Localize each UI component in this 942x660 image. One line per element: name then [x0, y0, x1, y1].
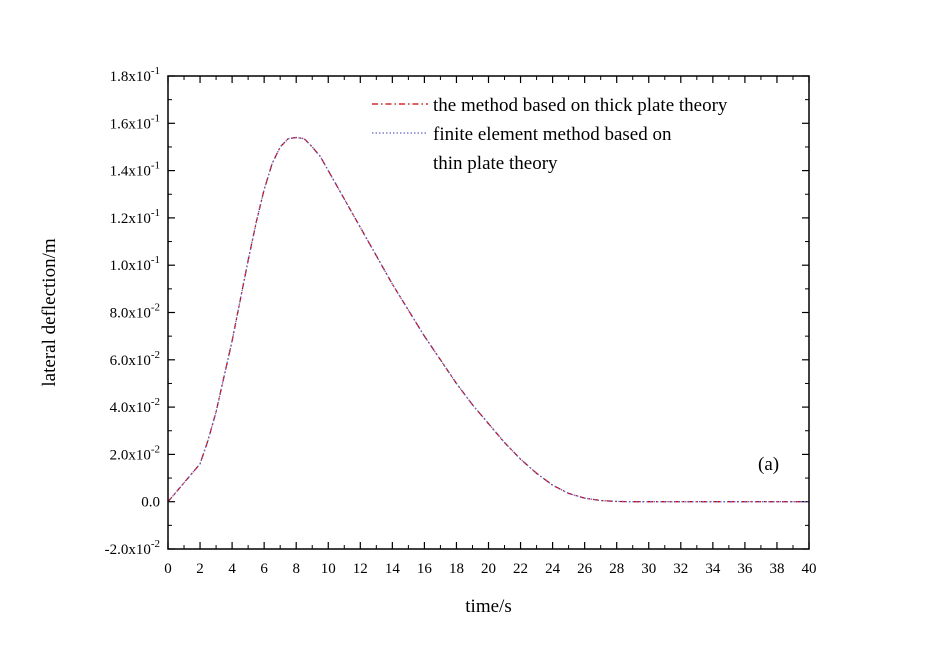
- panel-annotation: (a): [758, 454, 779, 475]
- x-tick-label-6: 6: [260, 561, 268, 577]
- x-tick-label-20: 20: [481, 561, 496, 577]
- y-tick-label: 1.0x10-1: [110, 254, 160, 274]
- y-tick-label: -2.0x10-2: [105, 538, 160, 558]
- y-axis-title: lateral deflection/m: [39, 238, 60, 386]
- series-layer: [167, 136, 809, 503]
- x-axis-ticks: [167, 76, 810, 549]
- x-tick-label-24: 24: [545, 561, 561, 577]
- legend-label-thin-plate-fem-line1: finite element method based on: [433, 124, 672, 145]
- x-tick-label-12: 12: [353, 561, 368, 577]
- x-tick-label-28: 28: [609, 561, 624, 577]
- x-axis-title: time/s: [465, 596, 511, 617]
- x-tick-label-36: 36: [737, 561, 753, 577]
- x-tick-label-14: 14: [385, 561, 401, 577]
- y-tick-label: 6.0x10-2: [110, 349, 160, 369]
- x-tick-label-22: 22: [513, 561, 528, 577]
- legend-label-thick-plate: the method based on thick plate theory: [433, 95, 728, 116]
- x-tick-label-4: 4: [228, 561, 236, 577]
- y-tick-label: 8.0x10-2: [110, 302, 160, 322]
- x-tick-label-40: 40: [802, 561, 817, 577]
- y-tick-label: 4.0x10-2: [110, 396, 160, 416]
- x-tick-label-16: 16: [417, 561, 433, 577]
- x-axis-tick-labels: 0 2 4 6 8 10 12 14 16 18 20 22 24 26 28 30 32 34 36 38 40: [164, 561, 816, 577]
- x-tick-label-8: 8: [292, 561, 300, 577]
- plot-frame: [167, 75, 810, 550]
- y-tick-label: 1.6x10-1: [110, 112, 160, 132]
- y-tick-label: 1.4x10-1: [110, 160, 160, 180]
- x-tick-label-32: 32: [673, 561, 688, 577]
- y-axis-tick-labels: -2.0x10-2 0.0 2.0x10-2 4.0x10-2 6.0x10-2 8.0x…: [105, 65, 160, 558]
- y-tick-label: 1.2x10-1: [110, 207, 160, 227]
- series-line-1: [167, 136, 809, 503]
- y-tick-label: 2.0x10-2: [110, 443, 160, 463]
- legend-label-thin-plate-fem-line2: thin plate theory: [433, 153, 558, 174]
- y-tick-label: 1.8x10-1: [110, 65, 160, 85]
- x-tick-label-10: 10: [321, 561, 336, 577]
- x-tick-label-0: 0: [164, 561, 172, 577]
- x-tick-label-34: 34: [705, 561, 721, 577]
- x-tick-label-2: 2: [196, 561, 204, 577]
- x-tick-label-18: 18: [449, 561, 464, 577]
- x-tick-label-26: 26: [577, 561, 593, 577]
- series-line-0: [167, 136, 809, 503]
- x-tick-label-38: 38: [769, 561, 784, 577]
- legend: the method based on thick plate theory f…: [372, 95, 728, 174]
- y-axis-ticks: [168, 75, 809, 550]
- y-tick-label: 0.0: [141, 495, 160, 511]
- x-tick-label-30: 30: [641, 561, 656, 577]
